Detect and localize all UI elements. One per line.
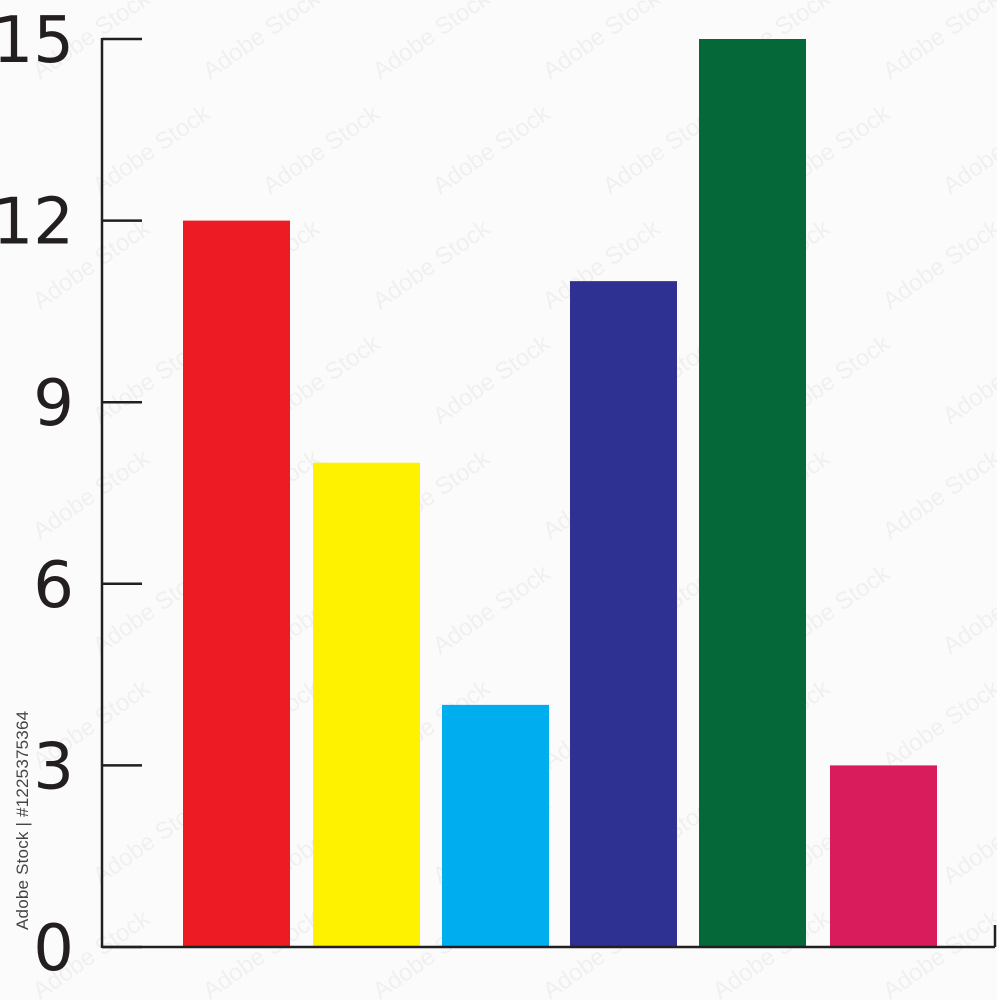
watermark-text: Adobe Stock (88, 99, 216, 200)
watermark-text: Adobe Stock (428, 329, 556, 430)
watermark-text: Adobe Stock (368, 0, 496, 85)
y-tick-label: 6 (33, 549, 74, 623)
y-tick-label: 15 (0, 4, 74, 78)
watermark-text: Adobe Stock (938, 329, 997, 430)
watermark-text: Adobe Stock (938, 789, 997, 890)
watermark-text: Adobe Stock (938, 559, 997, 660)
bar (830, 765, 937, 947)
watermark-text: Adobe Stock (878, 214, 997, 315)
watermark-text: Adobe Stock (28, 444, 156, 545)
y-tick-label: 0 (33, 912, 74, 986)
watermark-text: Adobe Stock (428, 559, 556, 660)
axes-group (100, 38, 997, 949)
watermark-text: Adobe Stock (538, 0, 666, 85)
y-tick-label: 12 (0, 186, 74, 260)
watermark-text: Adobe Stock (878, 674, 997, 775)
watermark-text: Adobe Stock (878, 0, 997, 85)
bar (313, 462, 420, 947)
bar (183, 220, 290, 948)
watermark-text: Adobe Stock (368, 214, 496, 315)
bar (699, 39, 806, 947)
watermark-text: Adobe Stock (428, 99, 556, 200)
watermark-text: Adobe Stock (258, 99, 386, 200)
y-tick-label: 3 (33, 730, 74, 804)
bars-group (183, 39, 937, 948)
stock-id-watermark: Adobe Stock | #1225375364 (13, 710, 32, 930)
watermark-text: Adobe Stock (198, 0, 326, 85)
watermark-text: Adobe Stock (878, 444, 997, 545)
bar (570, 281, 677, 948)
watermark-text: Adobe Stock (938, 99, 997, 200)
y-tick-label: 9 (33, 367, 74, 441)
y-ticks-group: 0 3 6 9 12 15 (0, 4, 142, 986)
bar (442, 704, 549, 947)
